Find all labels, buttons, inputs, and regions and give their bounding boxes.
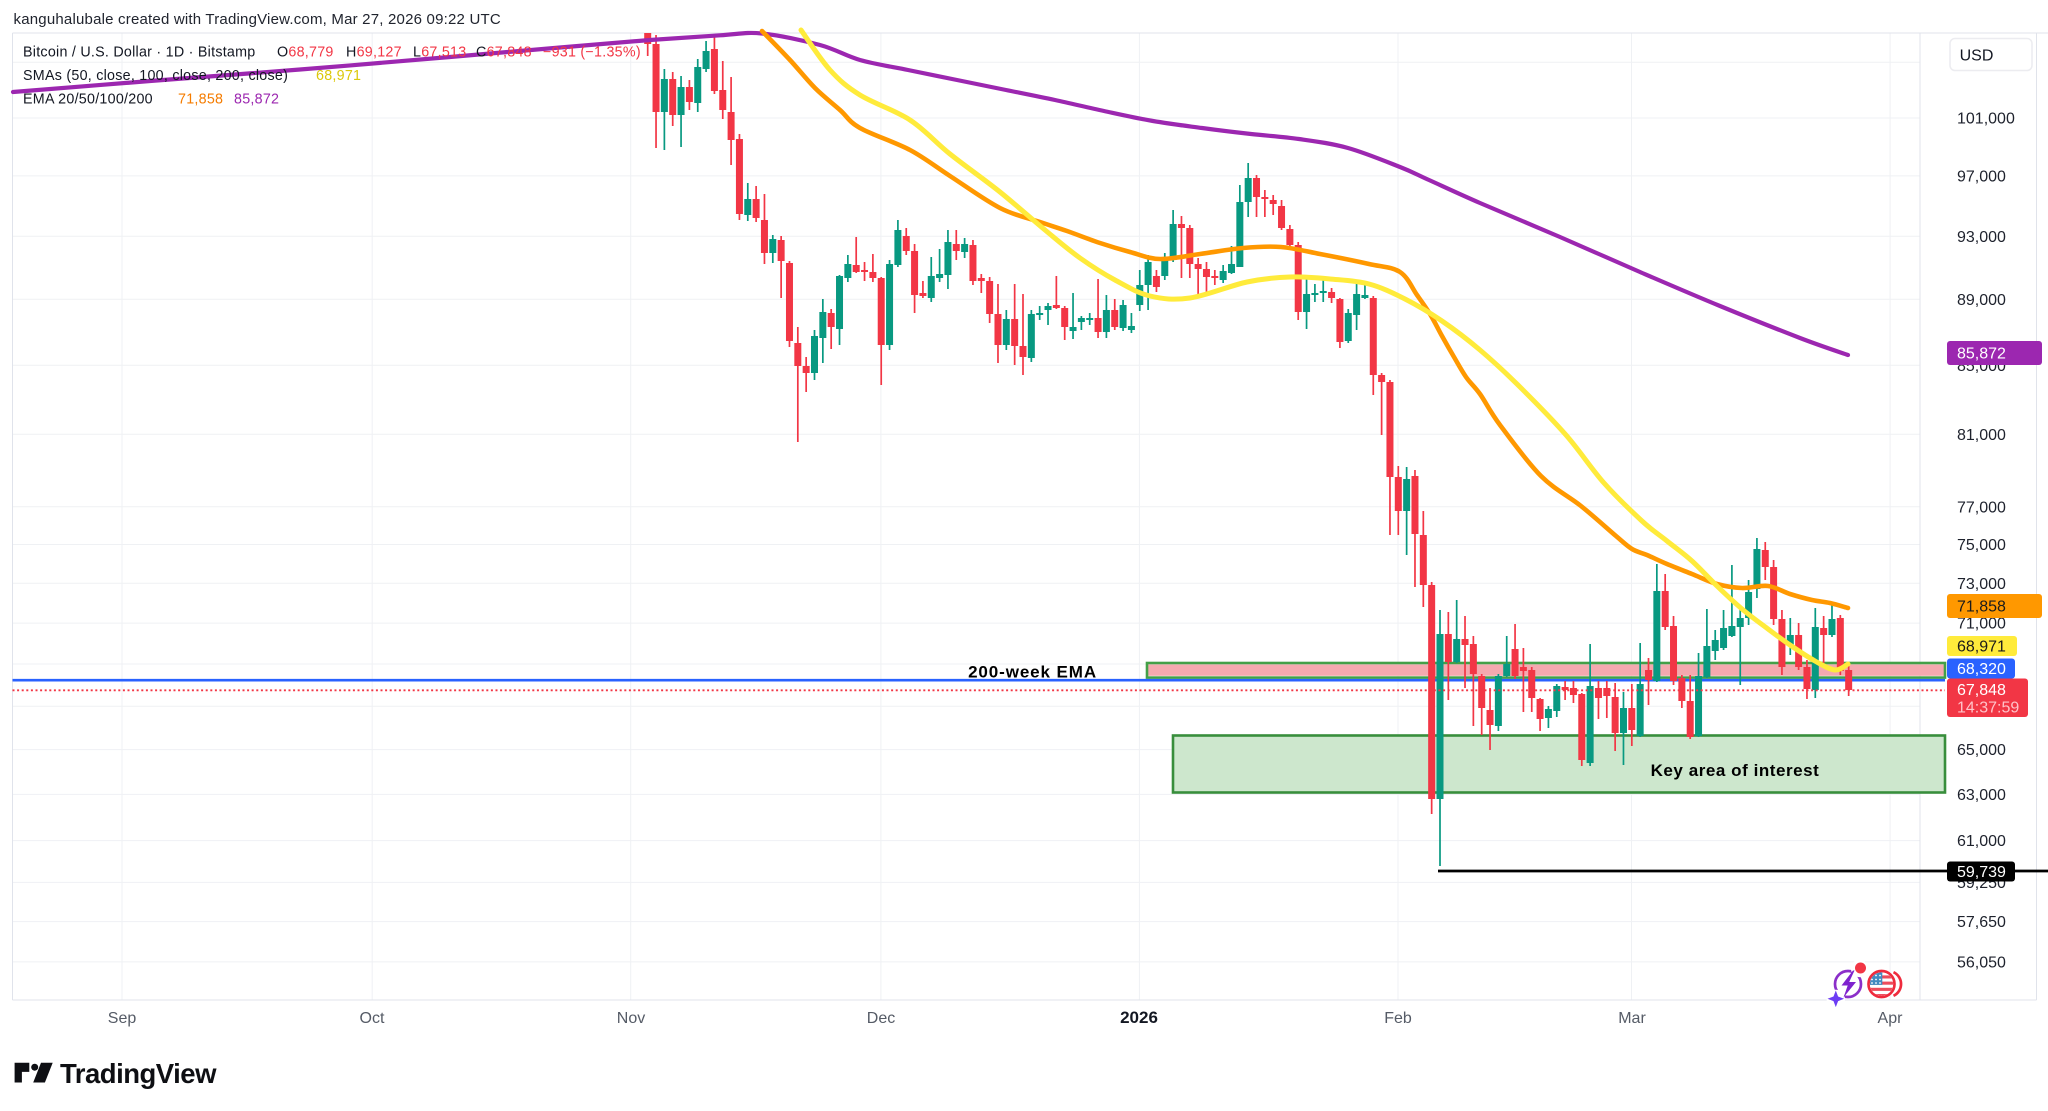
svg-text:Mar: Mar bbox=[1618, 1010, 1646, 1027]
svg-text:77,000: 77,000 bbox=[1957, 499, 2006, 516]
svg-text:Sep: Sep bbox=[108, 1010, 137, 1027]
svg-text:97,000: 97,000 bbox=[1957, 169, 2006, 186]
svg-text:68,971: 68,971 bbox=[1957, 639, 2006, 656]
svg-text:85,872: 85,872 bbox=[1957, 346, 2006, 363]
svg-text:81,000: 81,000 bbox=[1957, 427, 2006, 444]
svg-text:73,000: 73,000 bbox=[1957, 576, 2006, 593]
svg-text:Nov: Nov bbox=[617, 1010, 645, 1027]
svg-text:65,000: 65,000 bbox=[1957, 742, 2006, 759]
svg-text:200-week EMA: 200-week EMA bbox=[968, 663, 1097, 682]
svg-text:61,000: 61,000 bbox=[1957, 833, 2006, 850]
svg-text:93,000: 93,000 bbox=[1957, 229, 2006, 246]
svg-text:89,000: 89,000 bbox=[1957, 292, 2006, 309]
svg-text:57,650: 57,650 bbox=[1957, 914, 2006, 931]
svg-text:Apr: Apr bbox=[1878, 1010, 1904, 1027]
svg-text:TradingView: TradingView bbox=[60, 1058, 217, 1089]
svg-text:Oct: Oct bbox=[360, 1010, 385, 1027]
svg-text:Feb: Feb bbox=[1384, 1010, 1412, 1027]
svg-text:kanguhalubale created with Tra: kanguhalubale created with TradingView.c… bbox=[14, 11, 501, 28]
svg-text:67,848: 67,848 bbox=[1957, 682, 2006, 699]
svg-text:2026: 2026 bbox=[1120, 1008, 1158, 1027]
svg-text:Bitcoin / U.S. Dollar · 1D · B: Bitcoin / U.S. Dollar · 1D · Bitstamp O68… bbox=[23, 45, 641, 61]
svg-text:14:37:59: 14:37:59 bbox=[1957, 700, 2019, 717]
svg-text:SMAs (50, close, 100, close, 2: SMAs (50, close, 100, close, 200, close)… bbox=[23, 68, 361, 84]
svg-text:56,050: 56,050 bbox=[1957, 955, 2006, 972]
svg-text:59,739: 59,739 bbox=[1957, 864, 2006, 881]
svg-text:63,000: 63,000 bbox=[1957, 787, 2006, 804]
svg-text:101,000: 101,000 bbox=[1957, 111, 2015, 128]
svg-text:75,000: 75,000 bbox=[1957, 537, 2006, 554]
svg-text:71,000: 71,000 bbox=[1957, 616, 2006, 633]
svg-text:71,858: 71,858 bbox=[1957, 599, 2006, 616]
svg-text:Key area of interest: Key area of interest bbox=[1651, 761, 1820, 780]
svg-text:68,320: 68,320 bbox=[1957, 661, 2006, 678]
svg-text:Dec: Dec bbox=[867, 1010, 895, 1027]
svg-text:USD: USD bbox=[1960, 48, 1994, 65]
